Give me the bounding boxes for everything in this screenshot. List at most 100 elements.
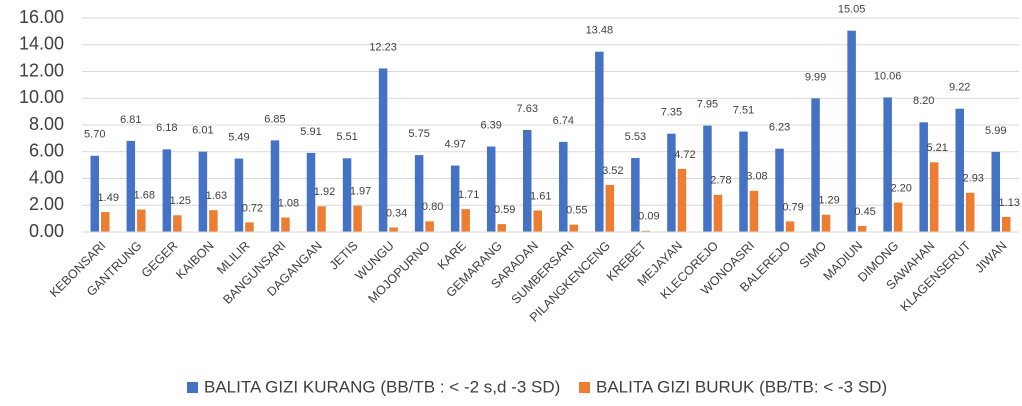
x-tick-label: KAIBON (173, 239, 216, 282)
bar (173, 215, 182, 232)
bar (749, 190, 759, 232)
legend-label: BALITA GIZI BURUK (BB/TB: < -3 SD) (596, 377, 887, 396)
bar (245, 222, 254, 232)
y-tick-label: 2.00 (29, 194, 64, 214)
x-tick-label: BANGUNSARI (220, 239, 288, 307)
bar (713, 194, 723, 232)
bar (497, 224, 506, 232)
y-tick-label: 12.00 (19, 60, 64, 80)
data-label: 6.81 (120, 114, 141, 126)
y-tick-label: 6.00 (29, 141, 64, 161)
data-label: 1.29 (818, 195, 839, 207)
y-tick-label: 0.00 (29, 221, 64, 241)
bar (234, 158, 244, 232)
bar (811, 98, 820, 232)
data-label: 15.05 (838, 4, 866, 16)
y-tick-label: 10.00 (19, 87, 64, 107)
data-label: 6.85 (264, 113, 285, 125)
bar (281, 217, 290, 232)
bar (425, 221, 434, 232)
x-tick-label: KARE (435, 239, 469, 273)
data-label: 6.23 (769, 122, 790, 134)
bar (486, 146, 496, 232)
bar (965, 192, 975, 232)
data-label: 9.22 (949, 82, 970, 94)
bar (569, 224, 579, 232)
bar (450, 165, 460, 232)
bar (90, 155, 100, 232)
bar (929, 162, 939, 232)
data-label: 8.20 (913, 95, 934, 107)
data-label: 0.09 (638, 211, 659, 223)
data-label: 5.91 (300, 126, 321, 138)
data-label: 5.51 (336, 131, 357, 143)
data-label: 1.08 (278, 197, 299, 209)
bar (821, 214, 831, 232)
bar (677, 168, 687, 232)
bar (270, 140, 280, 232)
data-label: 0.59 (494, 204, 515, 216)
data-label: 7.51 (733, 104, 754, 116)
bar (739, 131, 748, 232)
bar (857, 225, 867, 232)
data-label: 7.35 (661, 107, 682, 119)
data-label: 6.74 (553, 115, 574, 127)
data-label: 2.78 (710, 175, 731, 187)
data-label: 0.80 (422, 201, 443, 213)
data-label: 1.13 (999, 197, 1020, 209)
data-label: 5.70 (84, 129, 105, 141)
bar (378, 68, 388, 232)
data-label: 7.63 (517, 103, 538, 115)
data-label: 10.06 (874, 70, 902, 82)
y-tick-label: 14.00 (19, 34, 64, 54)
bar (775, 148, 784, 232)
bar (703, 125, 712, 232)
data-label: 1.49 (98, 192, 119, 204)
bar (559, 141, 568, 232)
bar (414, 155, 424, 232)
x-tick-label: SUMBERSARI (509, 239, 577, 307)
bar (317, 206, 326, 232)
bar (883, 97, 892, 232)
x-tick-label: JIWAN (972, 239, 1009, 276)
bar (667, 133, 676, 232)
bar (641, 230, 651, 232)
bar (523, 129, 532, 232)
data-label: 13.48 (586, 25, 614, 37)
data-label: 3.52 (602, 165, 623, 177)
legend-swatch (579, 382, 590, 393)
data-label: 5.53 (625, 131, 646, 143)
x-tick-label: JETIS (327, 239, 361, 273)
data-label: 0.45 (854, 206, 875, 218)
data-label: 1.97 (350, 186, 371, 198)
bar (785, 221, 795, 232)
bar (342, 158, 352, 232)
data-label: 0.79 (782, 201, 803, 213)
bar (101, 212, 110, 232)
data-label: 1.71 (458, 189, 479, 201)
bar (919, 122, 928, 232)
bar (162, 149, 172, 232)
y-tick-label: 8.00 (29, 114, 64, 134)
y-tick-label: 16.00 (19, 7, 64, 27)
data-label: 1.61 (530, 190, 551, 202)
data-label: 5.21 (926, 142, 947, 154)
data-label: 6.01 (192, 125, 213, 137)
bar (389, 227, 398, 232)
data-label: 4.97 (444, 138, 465, 150)
bar (209, 210, 218, 232)
y-tick-label: 4.00 (29, 167, 64, 187)
legend-label: BALITA GIZI KURANG (BB/TB : < -2 s,d -3 … (204, 377, 560, 396)
bar (595, 51, 604, 232)
data-label: 5.49 (228, 131, 249, 143)
bar (955, 108, 964, 232)
data-label: 0.34 (386, 207, 407, 219)
data-label: 1.92 (314, 186, 335, 198)
data-label: 6.18 (156, 122, 177, 134)
data-label: 2.93 (963, 173, 984, 185)
data-label: 6.39 (480, 119, 501, 131)
bar (306, 152, 316, 232)
bar (198, 151, 208, 232)
bar (991, 151, 1001, 232)
